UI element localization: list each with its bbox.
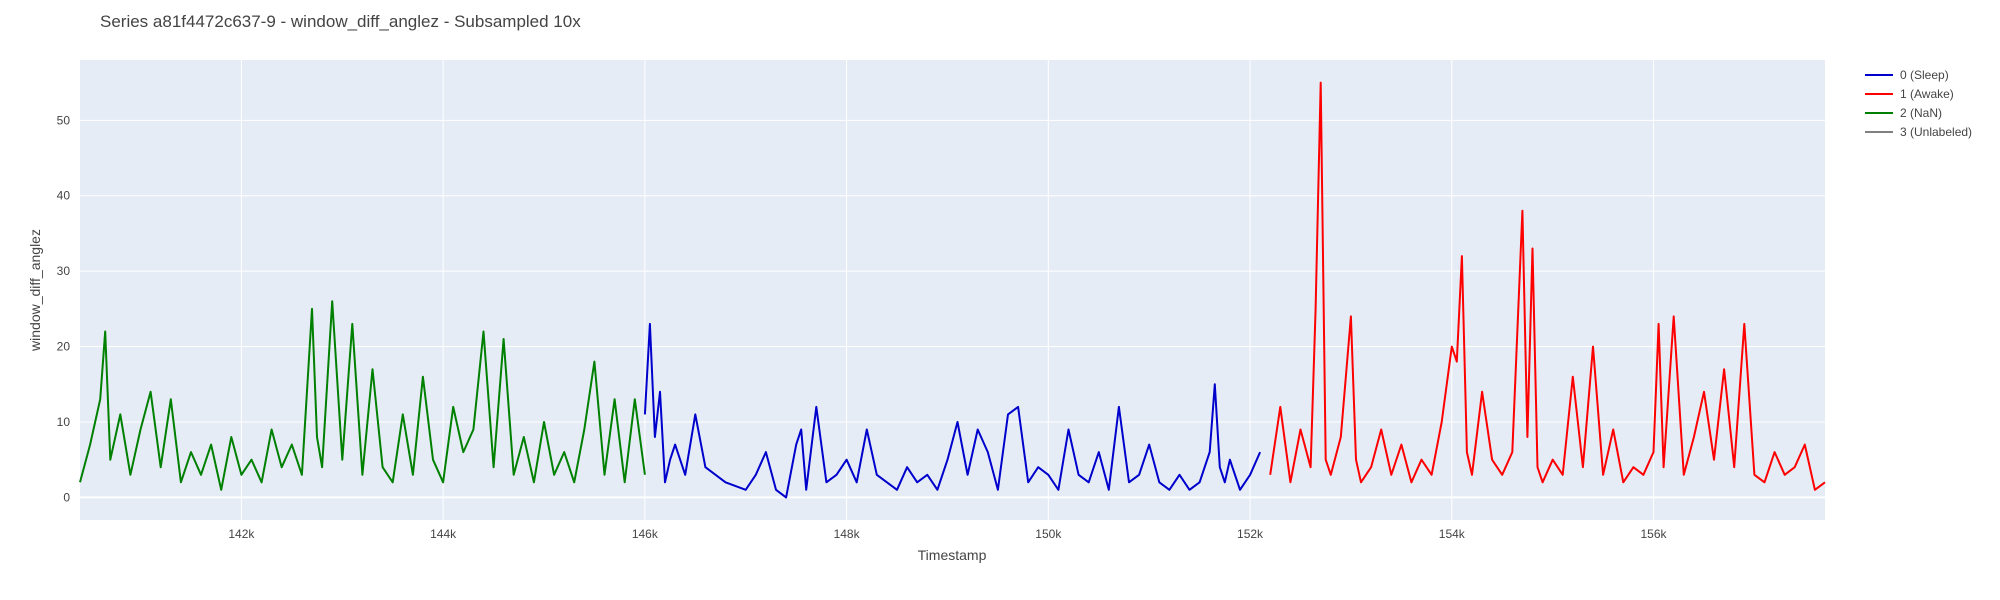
tick-layer: 142k 144k 146k 148k 150k 152k 154k 156k 0 10 20 30 4… bbox=[57, 113, 1668, 541]
legend-label[interactable]: 1 (Awake) bbox=[1900, 87, 1954, 101]
x-tick-label: 152k bbox=[1237, 527, 1264, 541]
legend[interactable]: 0 (Sleep) 1 (Awake) 2 (NaN) 3 (Unlabeled) bbox=[1865, 68, 1972, 139]
series-line bbox=[1269, 81, 1826, 491]
y-tick-label: 50 bbox=[57, 113, 71, 127]
x-tick-label: 148k bbox=[834, 527, 861, 541]
y-tick-label: 20 bbox=[57, 340, 71, 354]
x-tick-label: 146k bbox=[632, 527, 659, 541]
x-axis-title: Timestamp bbox=[918, 547, 987, 563]
x-tick-label: 142k bbox=[228, 527, 255, 541]
y-tick-label: 30 bbox=[57, 264, 71, 278]
x-tick-label: 144k bbox=[430, 527, 457, 541]
series-line bbox=[79, 300, 646, 491]
y-tick-label: 10 bbox=[57, 415, 71, 429]
y-axis-title: window_diff_anglez bbox=[27, 229, 43, 352]
x-tick-label: 156k bbox=[1641, 527, 1668, 541]
legend-label[interactable]: 2 (NaN) bbox=[1900, 106, 1942, 120]
legend-label[interactable]: 3 (Unlabeled) bbox=[1900, 125, 1972, 139]
y-tick-label: 0 bbox=[63, 490, 70, 504]
series-line bbox=[643, 322, 1262, 499]
series-layer bbox=[79, 81, 1826, 499]
x-tick-label: 154k bbox=[1439, 527, 1466, 541]
y-tick-label: 40 bbox=[57, 189, 71, 203]
legend-label[interactable]: 0 (Sleep) bbox=[1900, 68, 1949, 82]
x-tick-label: 150k bbox=[1035, 527, 1062, 541]
chart-title: Series a81f4472c637-9 - window_diff_angl… bbox=[100, 12, 581, 31]
